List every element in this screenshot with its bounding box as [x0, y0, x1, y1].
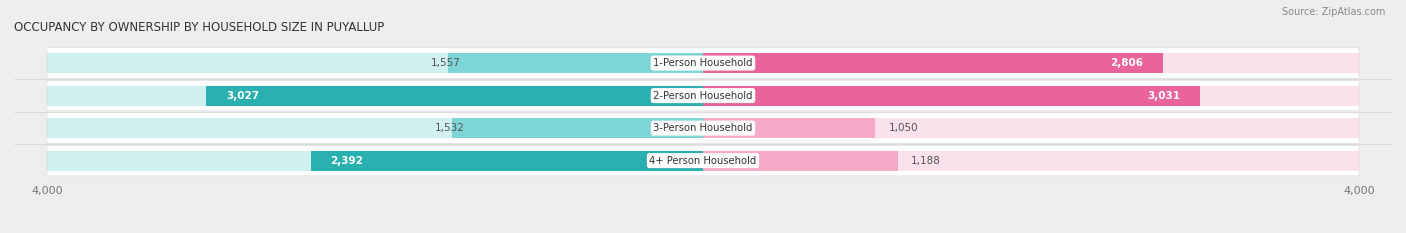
Bar: [46, 86, 703, 106]
Bar: [703, 151, 898, 171]
Bar: [703, 86, 1201, 106]
FancyBboxPatch shape: [46, 48, 1360, 78]
Bar: [703, 151, 1360, 171]
Text: 3,027: 3,027: [226, 91, 259, 101]
Text: 1,532: 1,532: [434, 123, 465, 133]
Text: 3,031: 3,031: [1147, 91, 1181, 101]
Text: 1,188: 1,188: [911, 156, 941, 166]
Text: 4+ Person Household: 4+ Person Household: [650, 156, 756, 166]
Bar: [46, 118, 703, 138]
Text: 1,050: 1,050: [889, 123, 918, 133]
FancyBboxPatch shape: [46, 145, 1360, 176]
Bar: [703, 86, 1360, 106]
Text: 2,392: 2,392: [330, 156, 363, 166]
Bar: [46, 53, 703, 73]
Bar: [46, 151, 703, 171]
Bar: [207, 86, 703, 106]
Bar: [703, 53, 1360, 73]
Text: 1,557: 1,557: [430, 58, 461, 68]
Bar: [703, 53, 1163, 73]
Bar: [703, 118, 875, 138]
Bar: [447, 53, 703, 73]
Text: Source: ZipAtlas.com: Source: ZipAtlas.com: [1281, 7, 1385, 17]
Text: 2-Person Household: 2-Person Household: [654, 91, 752, 101]
Bar: [451, 118, 703, 138]
Bar: [703, 118, 1360, 138]
Bar: [311, 151, 703, 171]
Text: OCCUPANCY BY OWNERSHIP BY HOUSEHOLD SIZE IN PUYALLUP: OCCUPANCY BY OWNERSHIP BY HOUSEHOLD SIZE…: [14, 21, 384, 34]
Text: 3-Person Household: 3-Person Household: [654, 123, 752, 133]
FancyBboxPatch shape: [46, 80, 1360, 111]
Text: 2,806: 2,806: [1111, 58, 1143, 68]
Legend: Owner-occupied, Renter-occupied: Owner-occupied, Renter-occupied: [581, 230, 825, 233]
FancyBboxPatch shape: [46, 113, 1360, 143]
Text: 1-Person Household: 1-Person Household: [654, 58, 752, 68]
